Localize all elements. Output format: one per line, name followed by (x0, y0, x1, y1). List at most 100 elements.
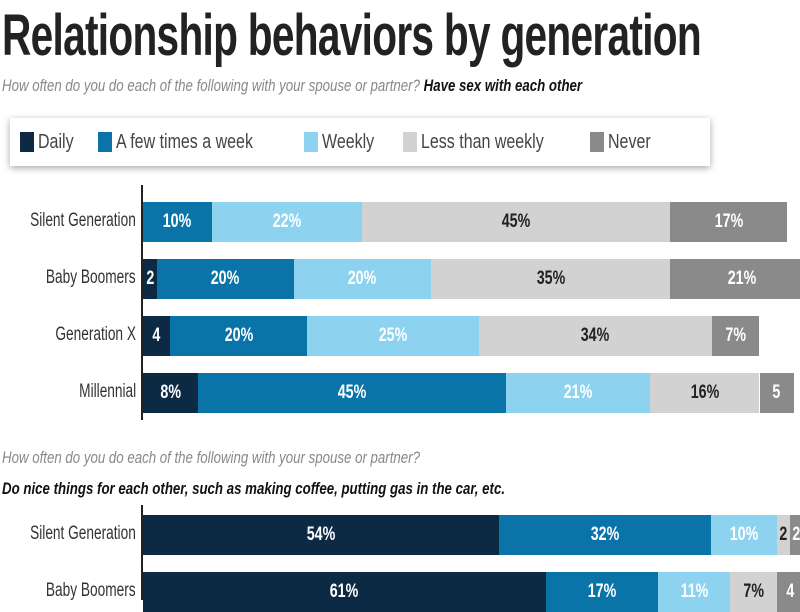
y-axis-line (141, 185, 143, 420)
bar-row: Silent Generation 10% 22% 45% 17% (0, 202, 800, 242)
bar-row: Baby Boomers 2 20% 20% 35% 21% (0, 259, 800, 299)
legend-swatch (303, 132, 318, 152)
chart2-behavior: Do nice things for each other, such as m… (2, 479, 506, 498)
bar-segment-never: 17% (670, 202, 787, 242)
bar-segment-a-few-times-a-week: 10% (143, 202, 212, 242)
bar-segment-a-few-times-a-week: 45% (197, 373, 507, 413)
data-label: 21% (728, 268, 757, 289)
data-label: 54% (306, 524, 336, 545)
bar-segment-less-than-weekly: 7% (730, 572, 777, 612)
bar-segment-daily: 54% (143, 515, 500, 555)
chart-nice-things: Silent Generation 54% 32% 10% 2 2 Baby Boomers… (0, 505, 800, 612)
data-label: 45% (502, 211, 531, 232)
bar-segment-weekly: 25% (307, 316, 479, 356)
legend-item: A few times a week (98, 131, 287, 154)
bar-segment-daily: 2 (143, 259, 157, 299)
bar-segment-less-than-weekly: 45% (362, 202, 671, 242)
bar-segment-daily: 8% (143, 373, 198, 413)
data-label: 7% (743, 581, 764, 602)
category-label: Silent Generation (30, 210, 136, 231)
bar-segment-weekly: 10% (710, 515, 777, 555)
bar-segment-less-than-weekly: 16% (649, 373, 760, 413)
bar-segment-weekly: 20% (293, 259, 431, 299)
bar-segment-less-than-weekly: 2 (776, 515, 790, 555)
bar-segment-less-than-weekly: 34% (478, 316, 712, 356)
data-label: 45% (337, 382, 367, 403)
data-label: 21% (563, 382, 593, 403)
category-label: Baby Boomers (46, 267, 136, 288)
stacked-bar: 10% 22% 45% 17% (143, 202, 800, 242)
data-label: 5 (772, 382, 781, 403)
y-axis-line (141, 505, 143, 600)
bar-row: Millennial 8% 45% 21% 16% 5 (0, 373, 800, 413)
legend-label: Never (608, 130, 651, 153)
data-label: 17% (714, 211, 743, 232)
bar-segment-daily: 61% (143, 572, 546, 612)
data-label: 2 (792, 524, 800, 545)
data-label: 32% (590, 524, 620, 545)
bar-segment-a-few-times-a-week: 20% (156, 259, 294, 299)
legend-swatch (20, 132, 34, 152)
legend: Daily A few times a week Weekly Less than w… (10, 118, 710, 166)
bar-segment-never: 5 (759, 373, 794, 413)
bar-segment-a-few-times-a-week: 17% (545, 572, 658, 612)
stacked-bar: 4 20% 25% 34% 7% (143, 316, 800, 356)
legend-swatch (590, 132, 605, 152)
chart2-question: How often do you do each of the followin… (2, 448, 420, 467)
stacked-bar: 8% 45% 21% 16% 5 (143, 373, 800, 413)
bar-segment-never: 7% (711, 316, 760, 356)
data-label: 17% (587, 581, 616, 602)
data-label: 4 (785, 581, 794, 602)
data-label: 4 (152, 325, 161, 346)
legend-item: Never (590, 131, 661, 154)
data-label: 34% (580, 325, 610, 346)
data-label: 7% (725, 325, 746, 346)
legend-item: Weekly (303, 130, 387, 154)
bar-row: Generation X 4 20% 25% 34% 7% (0, 316, 800, 356)
data-label: 11% (680, 581, 708, 602)
bar-segment-weekly: 21% (506, 373, 650, 413)
data-label: 25% (378, 325, 408, 346)
chart1-question: How often do you do each of the followin… (2, 76, 420, 95)
stacked-bar: 2 20% 20% 35% 21% (143, 259, 800, 299)
category-label: Generation X (55, 324, 136, 345)
bar-segment-daily: 4 (143, 316, 171, 356)
bar-row: Baby Boomers 61% 17% 11% 7% 4 (0, 572, 800, 612)
data-label: 35% (536, 268, 565, 289)
bar-segment-a-few-times-a-week: 20% (170, 316, 308, 356)
bar-segment-weekly: 11% (657, 572, 731, 612)
category-label: Millennial (78, 381, 136, 402)
chart-title: Relationship behaviors by generation (2, 3, 702, 68)
bar-segment-never: 2 (789, 515, 800, 555)
legend-item: Less than weekly (402, 130, 574, 154)
legend-label: Weekly (321, 130, 374, 153)
data-label: 20% (210, 268, 240, 289)
data-label: 10% (162, 211, 192, 232)
data-label: 20% (347, 268, 377, 289)
data-label: 22% (272, 211, 302, 232)
legend-label: Less than weekly (420, 130, 544, 153)
bar-segment-weekly: 22% (211, 202, 363, 242)
legend-swatch (98, 132, 113, 152)
chart-sex: Silent Generation 10% 22% 45% 17% Baby Boomer… (0, 185, 800, 420)
data-label: 16% (690, 382, 719, 403)
stacked-bar: 61% 17% 11% 7% 4 (143, 572, 800, 612)
chart1-behavior: Have sex with each other (423, 76, 583, 95)
data-label: 2 (145, 268, 154, 289)
data-label: 20% (224, 325, 254, 346)
data-label: 8% (160, 382, 181, 403)
legend-item: Daily (20, 131, 82, 154)
category-label: Baby Boomers (46, 580, 136, 601)
bar-segment-never: 21% (670, 259, 800, 299)
data-label: 61% (330, 581, 359, 602)
legend-label: A few times a week (116, 130, 254, 153)
legend-label: Daily (38, 130, 74, 153)
chart1-subtitle: How often do you do each of the followin… (2, 76, 582, 96)
bar-segment-less-than-weekly: 35% (430, 259, 671, 299)
bar-segment-never: 4 (776, 572, 800, 612)
data-label: 10% (729, 524, 758, 545)
legend-swatch (402, 132, 417, 152)
data-label: 2 (779, 524, 788, 545)
bar-row: Silent Generation 54% 32% 10% 2 2 (0, 515, 800, 555)
bar-segment-a-few-times-a-week: 32% (499, 515, 711, 555)
